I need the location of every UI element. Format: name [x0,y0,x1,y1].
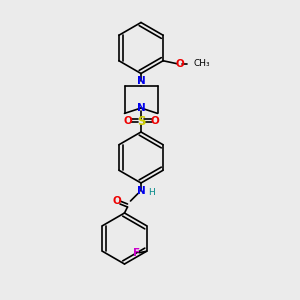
Text: O: O [123,116,132,127]
Text: S: S [137,115,145,128]
Text: N: N [136,185,146,196]
Text: F: F [133,248,140,258]
Text: O: O [175,59,184,69]
Text: CH₃: CH₃ [193,59,210,68]
Text: N: N [136,76,146,86]
Text: O: O [112,196,122,206]
Text: N: N [136,103,146,113]
Text: H: H [148,188,155,197]
Text: O: O [150,116,159,127]
